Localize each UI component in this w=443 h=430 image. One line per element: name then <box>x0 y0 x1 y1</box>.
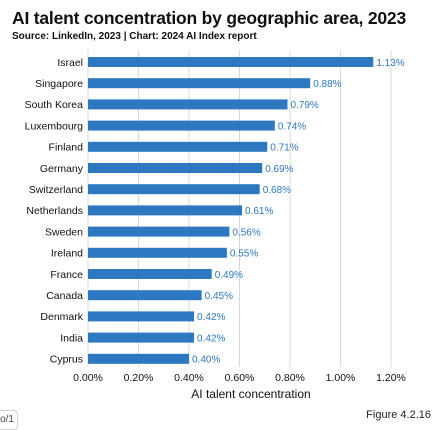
x-tick-label: 0.00% <box>73 372 103 384</box>
x-tick-label: 0.60% <box>225 372 255 384</box>
bar <box>88 57 374 67</box>
value-label: 0.61% <box>245 206 273 217</box>
x-tick-label: 1.00% <box>326 372 356 384</box>
category-label: Cyprus <box>50 354 83 366</box>
value-label: 0.88% <box>313 79 341 90</box>
category-label: Denmark <box>40 311 83 323</box>
page-tab[interactable]: o/1 <box>0 410 18 430</box>
category-label: India <box>60 332 83 344</box>
bar <box>88 332 195 343</box>
bar <box>88 290 202 301</box>
category-labels: Israel Singapore South Korea Luxembourg Finl… <box>25 57 84 366</box>
value-label: 0.40% <box>192 355 220 366</box>
value-label: 1.13% <box>376 58 404 69</box>
category-label: Luxembourg <box>25 120 84 132</box>
value-label: 0.55% <box>230 249 258 260</box>
bar <box>88 184 260 195</box>
x-axis-label: AI talent concentration <box>191 387 310 401</box>
bar <box>88 120 275 131</box>
bar <box>88 141 268 152</box>
value-label: 0.56% <box>232 227 260 238</box>
category-label: Ireland <box>51 248 83 260</box>
chart-subtitle: Source: LinkedIn, 2023 | Chart: 2024 AI … <box>12 31 257 42</box>
bar <box>88 78 311 89</box>
bar <box>88 269 212 279</box>
value-label: 0.79% <box>290 100 318 111</box>
x-tick-label: 0.20% <box>124 372 154 384</box>
value-label: 0.45% <box>205 291 233 302</box>
bar <box>88 353 189 364</box>
value-label: 0.71% <box>270 143 298 154</box>
bar <box>88 247 227 258</box>
category-label: Sweden <box>45 226 83 238</box>
bar <box>88 163 263 173</box>
value-label: 0.42% <box>197 312 225 323</box>
bar <box>88 311 195 322</box>
figure-label: Figure 4.2.16 <box>366 409 431 421</box>
category-label: South Korea <box>25 99 84 111</box>
category-label: France <box>50 269 83 281</box>
category-label: Israel <box>57 57 83 69</box>
category-label: Singapore <box>35 78 83 90</box>
value-label: 0.42% <box>197 333 225 344</box>
value-label: 0.68% <box>263 185 291 196</box>
value-label: 0.49% <box>215 270 243 281</box>
x-tick-labels: 0.00% 0.20% 0.40% 0.60% 0.80% 1.00% 1.20% <box>73 372 406 384</box>
value-labels: 1.13% 0.88% 0.79% 0.74% 0.71% 0.69% 0.68% 0.61%… <box>192 58 405 366</box>
category-label: Canada <box>46 290 83 302</box>
x-tick-label: 0.80% <box>275 372 305 384</box>
bar <box>88 99 288 110</box>
category-label: Germany <box>40 163 84 175</box>
x-tick-label: 1.20% <box>376 372 406 384</box>
bars <box>88 57 374 364</box>
value-label: 0.69% <box>265 164 293 175</box>
category-label: Finland <box>49 142 84 154</box>
chart-title: AI talent concentration by geographic ar… <box>12 8 406 28</box>
x-tick-label: 0.40% <box>174 372 204 384</box>
bar <box>88 226 230 237</box>
value-label: 0.74% <box>278 121 306 132</box>
bar <box>88 205 243 216</box>
category-label: Switzerland <box>29 184 83 196</box>
category-label: Netherlands <box>26 205 83 217</box>
